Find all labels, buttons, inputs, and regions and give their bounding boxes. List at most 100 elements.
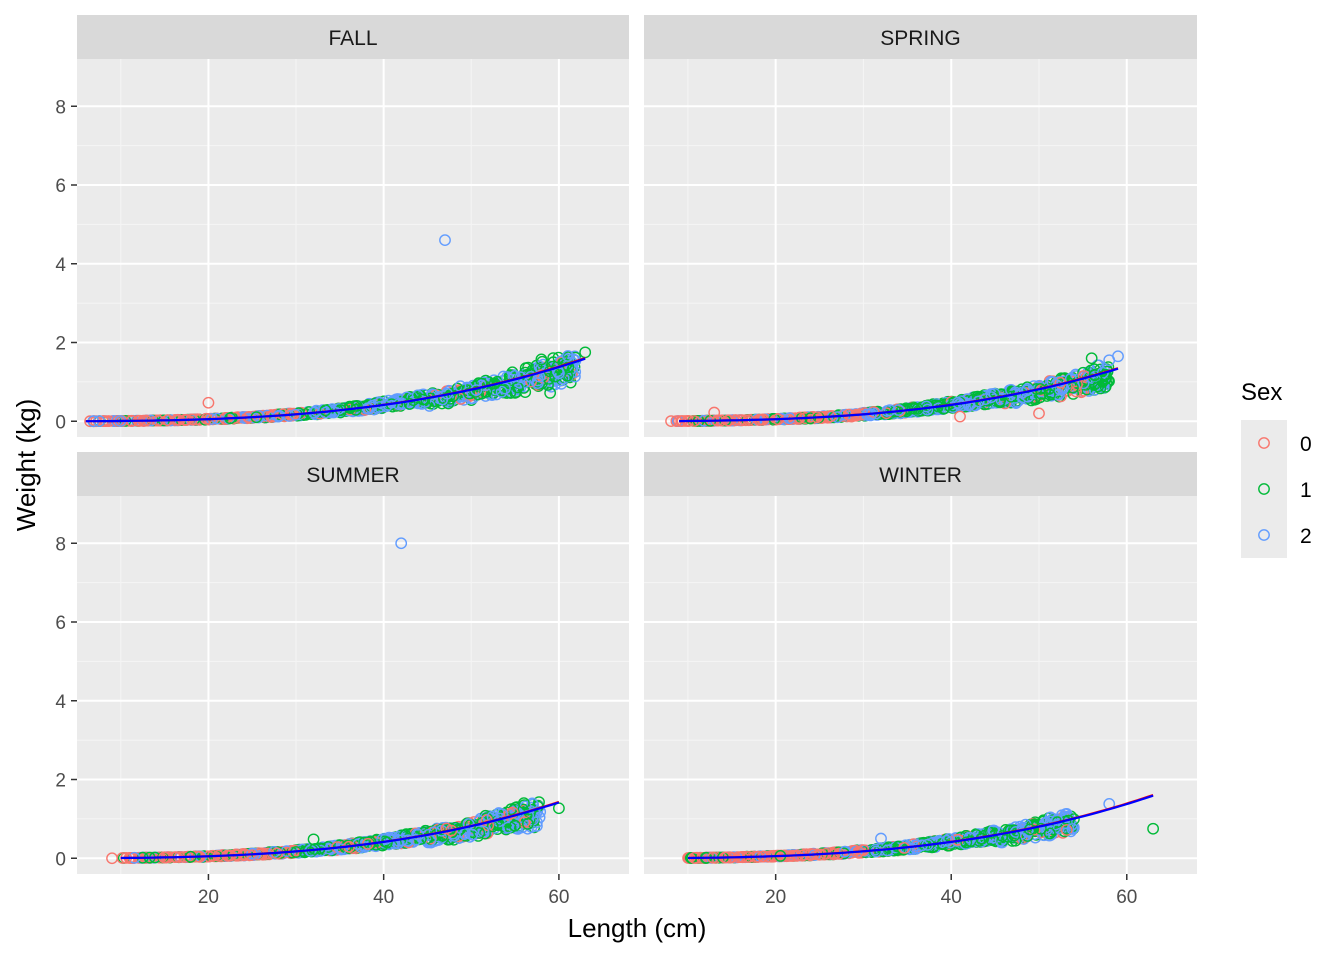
y-tick-label: 4 xyxy=(55,692,66,713)
strip-background xyxy=(644,15,1197,59)
x-tick-label: 40 xyxy=(373,887,394,908)
legend-key-background xyxy=(1241,512,1287,558)
data-point xyxy=(519,362,532,375)
points-layer xyxy=(682,794,1160,864)
legend-key-background xyxy=(1241,420,1287,466)
data-point xyxy=(560,358,573,371)
panel-fall: FALL 0 2 4 6 8 xyxy=(55,15,629,437)
strip-label: SUMMER xyxy=(306,464,399,487)
data-point xyxy=(405,391,417,404)
data-point xyxy=(1066,823,1079,835)
outlier-point xyxy=(307,833,320,846)
outlier-point xyxy=(579,346,592,359)
data-point xyxy=(1053,388,1065,401)
outlier-point xyxy=(1147,822,1160,835)
data-point xyxy=(985,826,997,839)
outlier-point xyxy=(708,406,721,419)
y-tick-label: 6 xyxy=(55,613,66,634)
data-point xyxy=(350,399,363,412)
data-point xyxy=(468,816,480,828)
panel-background xyxy=(644,496,1197,874)
data-point xyxy=(509,819,521,832)
outlier-point xyxy=(544,386,557,399)
strip-label: SPRING xyxy=(880,27,961,50)
legend-label: 2 xyxy=(1300,525,1312,548)
x-axis-title: Length (cm) xyxy=(568,913,707,943)
strip-background xyxy=(644,452,1197,496)
outlier-point xyxy=(439,234,451,247)
y-tick-label: 6 xyxy=(55,176,66,197)
data-point xyxy=(522,818,534,830)
y-tick-label: 8 xyxy=(55,534,66,555)
panel-spring: SPRING xyxy=(644,15,1197,437)
data-point xyxy=(1043,827,1056,840)
data-point xyxy=(1081,383,1093,396)
y-tick-label: 2 xyxy=(55,771,66,792)
data-point xyxy=(883,404,896,417)
legend-label: 0 xyxy=(1300,433,1312,456)
legend-keys: 0 1 2 xyxy=(1241,420,1312,558)
data-point xyxy=(561,369,574,382)
data-point xyxy=(1046,376,1059,389)
data-point xyxy=(454,392,467,405)
points-layer xyxy=(106,537,565,865)
legend-title: Sex xyxy=(1241,379,1282,406)
data-point xyxy=(938,402,951,415)
points-layer xyxy=(84,234,592,428)
data-point xyxy=(334,843,347,856)
strip-label: WINTER xyxy=(879,464,962,487)
outlier-point xyxy=(954,410,966,423)
panel-winter: WINTER 20 40 60 xyxy=(644,452,1197,908)
data-point xyxy=(1099,372,1112,385)
strip-label: FALL xyxy=(328,27,377,50)
data-point xyxy=(960,836,973,849)
legend-key-symbol xyxy=(1258,483,1270,495)
data-point xyxy=(1051,814,1063,826)
fit-line-blue xyxy=(679,367,1119,423)
data-point xyxy=(498,382,511,395)
x-tick-label: 20 xyxy=(198,887,219,908)
data-point xyxy=(1060,824,1073,836)
data-point xyxy=(1021,830,1034,842)
legend-key-symbol xyxy=(1258,529,1270,541)
panels-layer: FALL 0 2 4 6 8 SPRING SUMMER 0 2 4 6 8 20 40 60 WINTER 20… xyxy=(55,15,1197,908)
data-point xyxy=(509,386,521,399)
x-tick-label: 60 xyxy=(548,887,569,908)
x-tick-label: 20 xyxy=(765,887,786,908)
data-point xyxy=(562,350,574,362)
strip-background xyxy=(77,15,629,59)
panel-background xyxy=(77,496,629,874)
data-point xyxy=(502,821,514,834)
legend-key-background xyxy=(1241,466,1287,512)
data-point xyxy=(1097,366,1109,379)
panel-summer: SUMMER 0 2 4 6 8 20 40 60 xyxy=(55,452,629,908)
data-point xyxy=(552,351,565,364)
data-point xyxy=(1094,382,1107,395)
data-point xyxy=(531,377,544,389)
data-point xyxy=(1092,380,1105,393)
outlier-point xyxy=(517,797,530,810)
legend-label: 1 xyxy=(1300,479,1312,502)
outlier-point xyxy=(1085,352,1098,365)
data-point xyxy=(526,797,539,810)
fit-line-blue xyxy=(120,801,560,860)
y-tick-label: 4 xyxy=(55,255,66,276)
outlier-point xyxy=(535,353,548,366)
data-point xyxy=(401,834,414,847)
legend-key-symbol xyxy=(1258,437,1270,449)
data-point xyxy=(508,369,521,382)
data-point xyxy=(462,818,475,830)
fit-line-blue xyxy=(687,794,1154,860)
x-tick-label: 60 xyxy=(1116,887,1137,908)
y-axis-title: Weight (kg) xyxy=(11,399,41,531)
y-tick-label: 2 xyxy=(55,334,66,355)
data-point xyxy=(927,841,940,853)
data-point xyxy=(1038,829,1050,842)
outlier-point xyxy=(395,537,408,550)
data-point xyxy=(358,841,371,853)
data-point xyxy=(426,388,439,401)
y-tick-label: 8 xyxy=(55,97,66,118)
data-point xyxy=(1025,394,1038,407)
data-point xyxy=(1099,380,1112,393)
